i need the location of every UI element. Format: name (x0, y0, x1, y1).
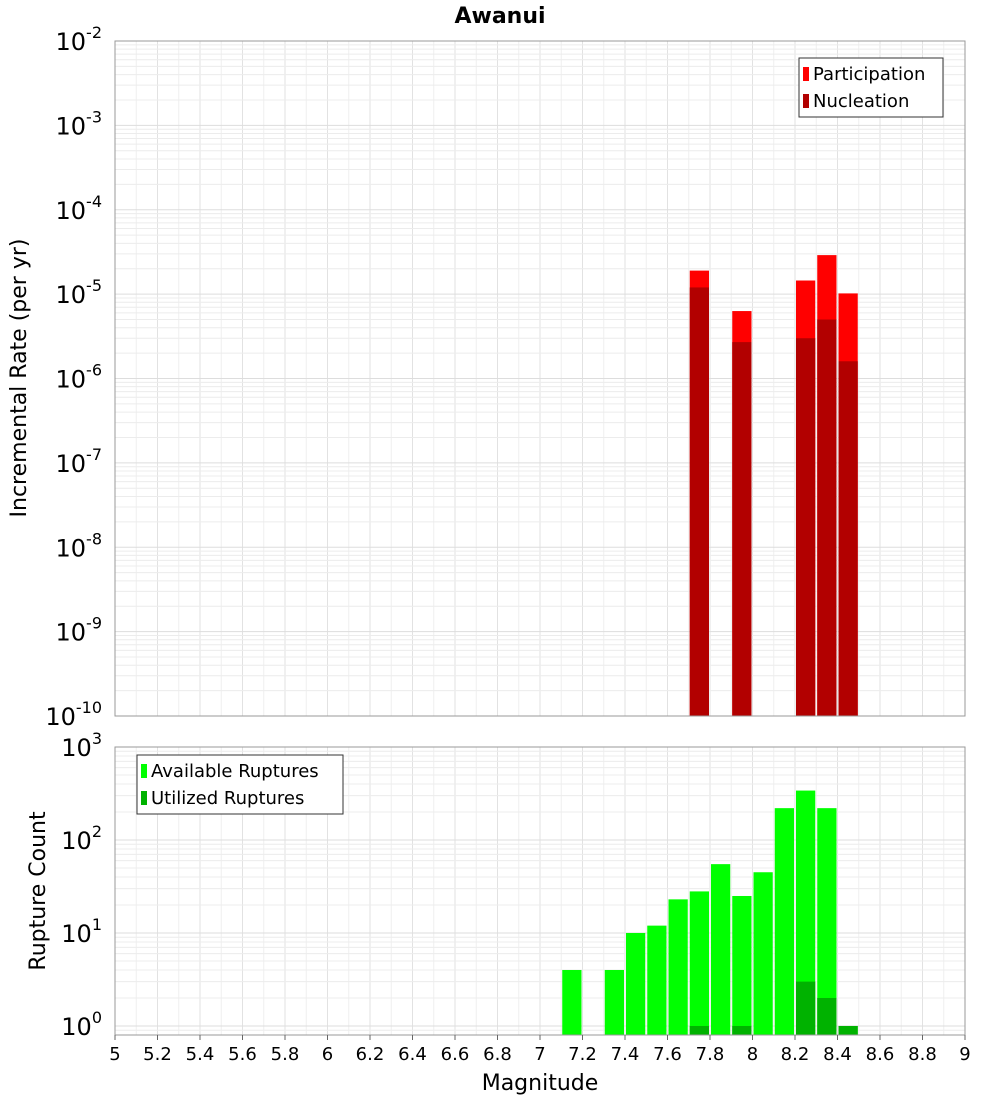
top-y-tick-label: 10-4 (56, 192, 103, 225)
x-tick-label: 5.4 (186, 1044, 215, 1065)
bottom-y-tick-labels: 100 101 102 103 (61, 729, 102, 1041)
x-tick-label: 7 (534, 1044, 545, 1065)
bottom-bar-available-ruptures (604, 969, 624, 1035)
top-y-tick-labels: 10-10 10-9 10-8 10-7 10-6 10-5 10-4 10-3 10-2 (45, 23, 102, 731)
bottom-legend-label: Available Ruptures (151, 761, 319, 782)
bottom-bar-utilized-ruptures (689, 1025, 709, 1035)
x-tick-label: 5.8 (271, 1044, 300, 1065)
bottom-bar-available-ruptures (817, 808, 837, 1035)
top-y-tick-label: 10-2 (56, 23, 103, 56)
top-y-tick-label: 10-7 (56, 445, 103, 478)
bottom-bar-available-ruptures (774, 808, 794, 1035)
x-tick-label: 5 (109, 1044, 120, 1065)
x-tick-label: 8.2 (781, 1044, 810, 1065)
bottom-bar-utilized-ruptures (838, 1025, 858, 1035)
x-tick-label: 5.2 (143, 1044, 172, 1065)
bottom-bar-available-ruptures (796, 790, 816, 1035)
bottom-bar-available-ruptures (647, 925, 667, 1035)
x-tick-label: 6.4 (398, 1044, 427, 1065)
x-tick-label: 7.2 (568, 1044, 597, 1065)
bottom-bar-available-ruptures (689, 891, 709, 1035)
top-y-tick-label: 10-3 (56, 107, 103, 140)
bottom-bar-utilized-ruptures (732, 1025, 752, 1035)
top-y-axis-label: Incremental Rate (per yr) (7, 239, 32, 518)
bottom-legend: Available Ruptures Utilized Ruptures (136, 754, 344, 815)
bottom-bar-available-ruptures (753, 872, 773, 1035)
top-y-tick-label: 10-6 (56, 361, 103, 394)
x-tick-label: 8 (747, 1044, 758, 1065)
bottom-bar-available-ruptures (626, 932, 646, 1035)
top-bar-nucleation (838, 361, 858, 716)
top-bar-nucleation (796, 338, 816, 716)
bottom-legend-swatch (141, 764, 147, 778)
x-tick-label: 8.4 (823, 1044, 852, 1065)
bottom-bar-utilized-ruptures (796, 981, 816, 1035)
top-legend-label: Participation (813, 64, 925, 85)
bottom-bar-available-ruptures (668, 899, 688, 1035)
top-gridlines (114, 40, 966, 717)
top-y-tick-label: 10-9 (56, 614, 103, 647)
x-tick-label: 7.4 (611, 1044, 640, 1065)
bottom-y-axis-label: Rupture Count (26, 811, 51, 971)
x-tick-label: 9 (959, 1044, 970, 1065)
x-tick-label: 6.8 (483, 1044, 512, 1065)
x-tick-label: 7.6 (653, 1044, 682, 1065)
bottom-legend-label: Utilized Ruptures (151, 788, 304, 809)
x-tick-labels: 5 5.2 5.4 5.6 5.8 6 6.2 6.4 6.6 6.8 7 7.2 7.4 7.6 7.8 8… (109, 1035, 971, 1065)
x-tick-label: 6 (322, 1044, 333, 1065)
top-legend-label: Nucleation (813, 91, 909, 112)
bottom-bar-available-ruptures (732, 895, 752, 1035)
top-legend-box (798, 57, 944, 118)
bottom-y-tick-label: 103 (61, 729, 102, 762)
top-bar-nucleation (817, 319, 837, 716)
bottom-legend-swatch (141, 791, 147, 805)
top-legend-swatch (803, 67, 809, 81)
top-y-tick-label: 10-8 (56, 529, 103, 562)
x-axis-label: Magnitude (482, 1071, 599, 1096)
top-legend: Participation Nucleation (798, 57, 944, 118)
x-tick-label: 6.2 (356, 1044, 385, 1065)
bottom-bar-utilized-ruptures (817, 997, 837, 1035)
top-plot-border (114, 40, 966, 717)
top-bar-nucleation (732, 342, 752, 716)
top-bar-nucleation (689, 287, 709, 716)
x-tick-label: 6.6 (441, 1044, 470, 1065)
chart-title: Awanui (454, 4, 545, 29)
top-y-tick-label: 10-5 (56, 276, 103, 309)
bottom-legend-box (136, 754, 344, 815)
bottom-y-tick-label: 100 (61, 1008, 102, 1041)
x-tick-label: 8.6 (866, 1044, 895, 1065)
x-tick-label: 7.8 (696, 1044, 725, 1065)
x-tick-label: 8.8 (908, 1044, 937, 1065)
bottom-bar-available-ruptures (711, 864, 731, 1035)
bottom-y-tick-label: 101 (61, 915, 102, 948)
x-tick-label: 5.6 (228, 1044, 257, 1065)
bottom-bars (562, 790, 858, 1035)
top-bars (689, 255, 858, 716)
top-y-tick-label: 10-10 (45, 698, 102, 731)
top-legend-swatch (803, 94, 809, 108)
bottom-y-tick-label: 102 (61, 822, 102, 855)
bottom-bar-available-ruptures (562, 969, 582, 1035)
